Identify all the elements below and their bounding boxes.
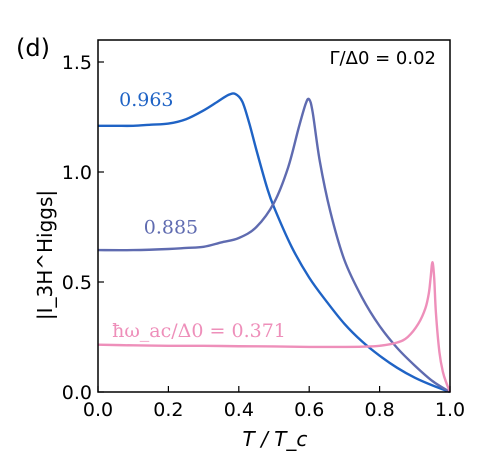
x-tick-label: 0.2 <box>153 399 183 421</box>
x-tick-label: 0.8 <box>364 399 394 421</box>
series-line-0 <box>98 92 451 394</box>
series-line-2 <box>97 261 452 393</box>
x-tick-label: 0.0 <box>83 399 113 421</box>
curve-label-0: 0.963 <box>119 89 173 111</box>
panel-label: (d) <box>16 34 50 62</box>
curve-labels: 0.963 0.885 ħω_ac/Δ0 = 0.371 <box>112 89 286 342</box>
y-tick-label: 0.0 <box>62 382 92 404</box>
y-axis-title-group: |I_3H^Higgs| <box>33 190 57 320</box>
series-line-1 <box>97 97 451 394</box>
gamma-annotation: Γ/Δ0 = 0.02 <box>330 48 436 69</box>
y-tick-label: 1.0 <box>62 162 92 184</box>
y-tick-label: 1.5 <box>62 52 92 74</box>
x-tick-label: 0.4 <box>224 399 254 421</box>
y-tick-label: 0.5 <box>62 272 92 294</box>
y-axis-title: |I_3H^Higgs| <box>33 190 57 320</box>
x-tick-label: 1.0 <box>435 399 465 421</box>
x-tick-label: 0.6 <box>294 399 324 421</box>
curve-label-1: 0.885 <box>144 217 198 239</box>
curve-label-2: ħω_ac/Δ0 = 0.371 <box>112 320 286 342</box>
x-axis-title-text: T / T_c <box>243 427 308 451</box>
y-axis-title-text: |I_3H^Higgs| <box>33 190 57 320</box>
x-axis-title: T / T_c <box>243 427 308 451</box>
plot-frame <box>97 39 451 393</box>
series-group <box>97 92 452 394</box>
gamma-annotation-text: Γ/Δ0 = 0.02 <box>330 48 436 69</box>
axis-ticks: 0.0 0.2 0.4 0.6 0.8 1.0 0.0 0.5 1.0 1.5 <box>62 52 465 421</box>
